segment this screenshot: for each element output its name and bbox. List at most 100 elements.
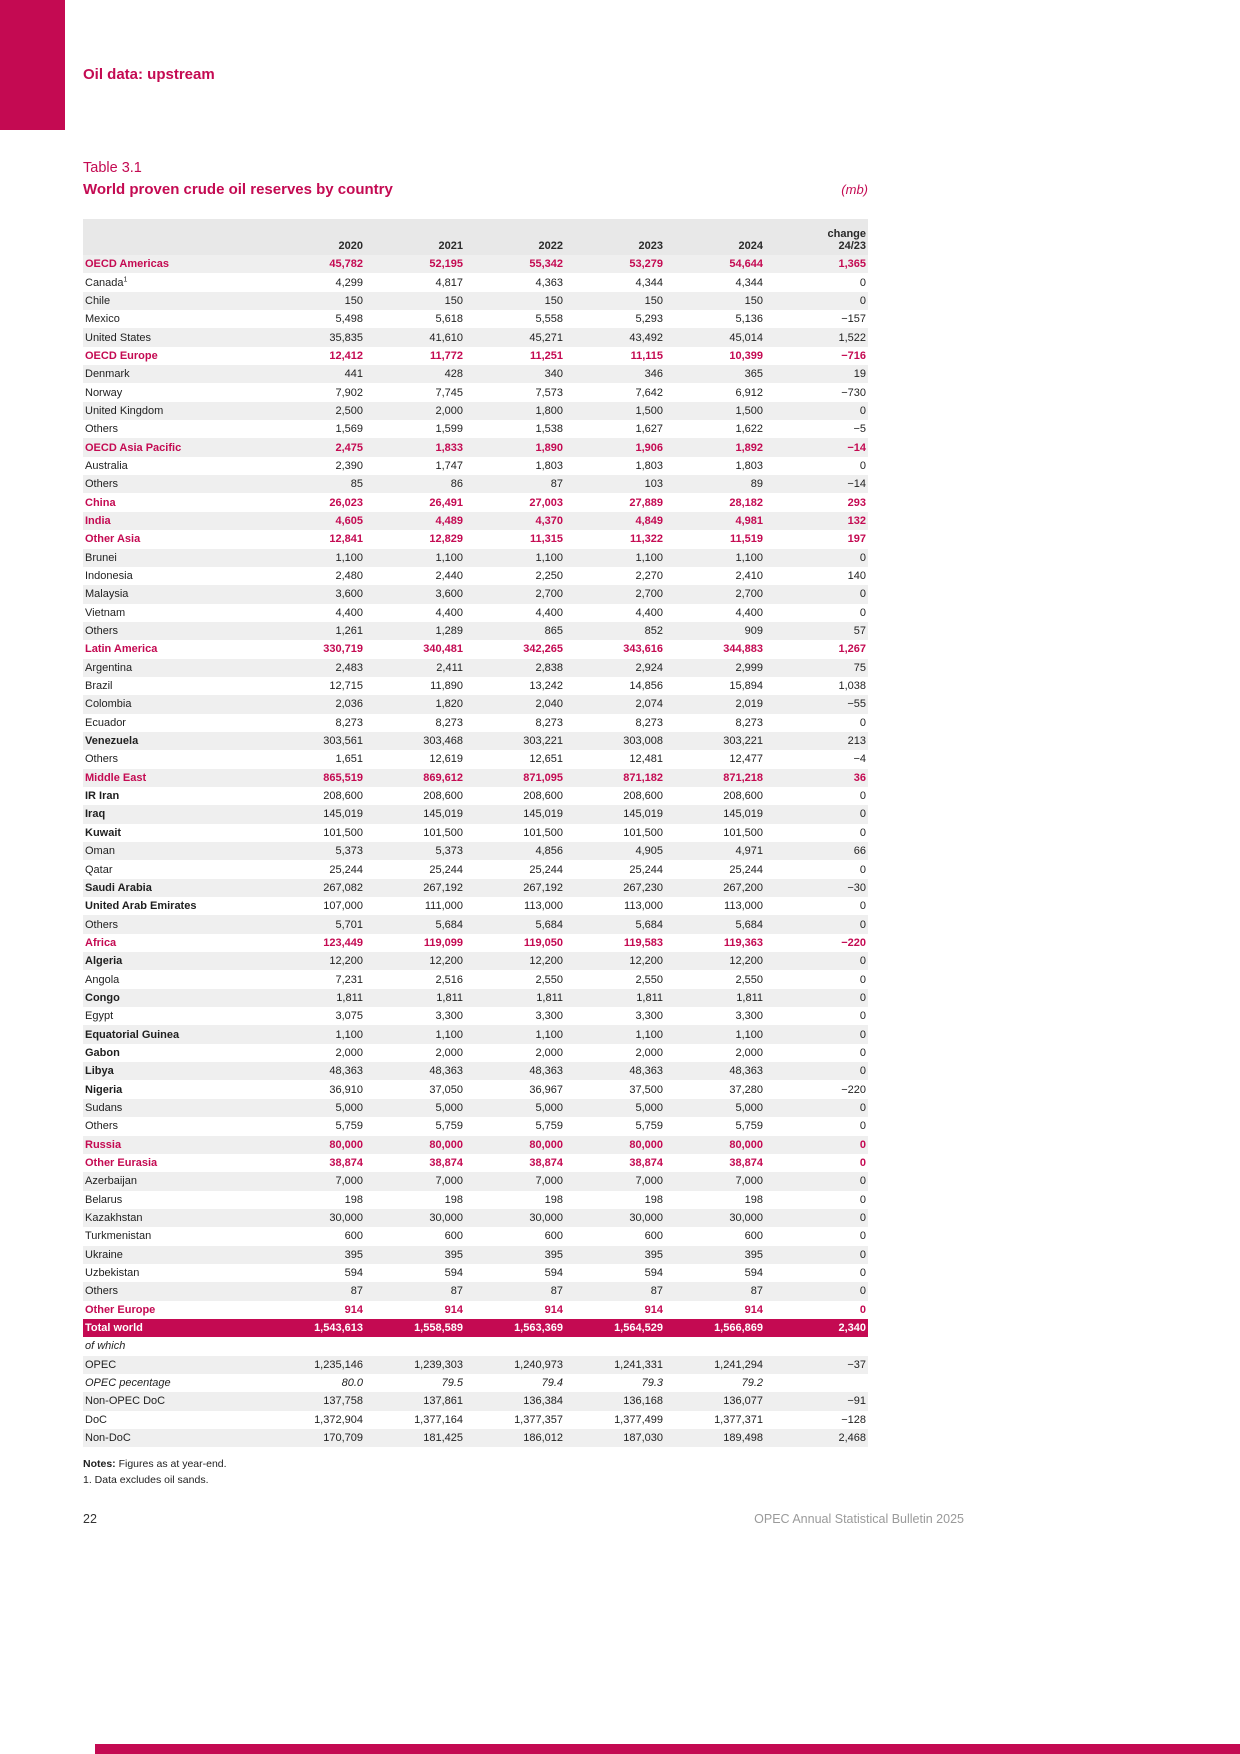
cell xyxy=(565,1337,665,1355)
cell: 1,100 xyxy=(335,551,363,564)
cell: 11,772 xyxy=(429,349,463,362)
cell: 137,861 xyxy=(423,1395,463,1408)
cell: 395 xyxy=(544,1248,563,1261)
cell: 2,924 xyxy=(635,661,663,674)
row-label: Congo xyxy=(85,991,120,1004)
cell: 85 xyxy=(350,478,363,491)
cell: 1,100 xyxy=(635,551,663,564)
cell: 1,622 xyxy=(735,423,763,436)
cell: 54,644 xyxy=(729,258,763,271)
cell: 303,561 xyxy=(323,735,363,748)
row-label: Belarus xyxy=(85,1193,123,1206)
row-label: Middle East xyxy=(85,771,147,784)
cell: 1,569 xyxy=(335,423,363,436)
cell: 80,000 xyxy=(329,1138,363,1151)
row-label: Australia xyxy=(85,459,128,472)
cell: 1,241,331 xyxy=(614,1358,663,1371)
cell: 0 xyxy=(859,1212,866,1225)
cell: 5,000 xyxy=(335,1101,363,1114)
cell: 1,100 xyxy=(635,1028,663,1041)
row-label: Non-DoC xyxy=(85,1432,131,1445)
cell: 1,372,904 xyxy=(314,1413,363,1426)
cell: 25,244 xyxy=(729,863,763,876)
cell: 1,267 xyxy=(838,643,866,656)
cell: 2,468 xyxy=(838,1432,866,1445)
table-row: Mexico 5,498 5,618 5,558 5,293 5,136 −157 xyxy=(83,310,868,328)
row-label: Turkmenistan xyxy=(85,1230,152,1243)
cell: 35,835 xyxy=(329,331,363,344)
cell: 25,244 xyxy=(629,863,663,876)
header-empty-cell xyxy=(83,219,265,255)
row-label: Others xyxy=(85,1120,119,1133)
row-label: Angola xyxy=(85,973,120,986)
cell: 1,377,371 xyxy=(714,1413,763,1426)
cell: 441 xyxy=(344,368,363,381)
notes-block: Notes: Figures as at year-end. 1. Data e… xyxy=(83,1456,227,1488)
cell: 1,811 xyxy=(436,991,463,1004)
table-row: OECD Asia Pacific 2,475 1,833 1,890 1,906 1,8… xyxy=(83,438,868,457)
cell: 303,008 xyxy=(623,735,663,748)
cell: 87 xyxy=(450,1285,463,1298)
header-change-line1: change xyxy=(827,228,866,240)
cell: 852 xyxy=(644,625,663,638)
cell: 395 xyxy=(744,1248,763,1261)
table-row: Latin America 330,719 340,481 342,265 343,61… xyxy=(83,640,868,658)
cell: 0 xyxy=(859,1303,866,1316)
cell: 4,299 xyxy=(335,276,363,289)
row-label: IR Iran xyxy=(85,790,120,803)
row-label: Chile xyxy=(85,294,111,307)
header-year-2021: 2021 xyxy=(438,240,463,252)
notes-text: Figures as at year-end. xyxy=(118,1458,227,1470)
cell: 1,538 xyxy=(535,423,563,436)
cell: 55,342 xyxy=(529,258,563,271)
cell: 13,242 xyxy=(529,680,563,693)
cell: 2,000 xyxy=(735,1046,763,1059)
cell: 8,273 xyxy=(635,716,663,729)
table-row: OPEC pecentage 80.0 79.5 79.4 79.3 79.2 xyxy=(83,1374,868,1392)
cell: 119,099 xyxy=(423,936,463,949)
cell: 38,874 xyxy=(329,1157,363,1170)
cell: 1,890 xyxy=(535,441,563,454)
cell: 7,000 xyxy=(335,1175,363,1188)
cell xyxy=(665,1337,765,1355)
cell: 914 xyxy=(344,1303,363,1316)
cell: 1,566,869 xyxy=(714,1322,763,1335)
cell: 8,273 xyxy=(535,716,563,729)
cell: 48,363 xyxy=(529,1065,563,1078)
cell: 12,412 xyxy=(329,349,363,362)
cell: 136,168 xyxy=(623,1395,663,1408)
cell: 0 xyxy=(859,1230,866,1243)
row-label: OECD Asia Pacific xyxy=(85,441,182,454)
cell: 12,200 xyxy=(529,955,563,968)
cell: 5,618 xyxy=(435,313,463,326)
cell: 87 xyxy=(550,1285,563,1298)
row-label: Sudans xyxy=(85,1101,123,1114)
cell: 343,616 xyxy=(623,643,663,656)
row-label: Others xyxy=(85,753,119,766)
cell: 342,265 xyxy=(523,643,563,656)
cell: 208,600 xyxy=(623,790,663,803)
cell: 48,363 xyxy=(629,1065,663,1078)
table-row: Angola 7,231 2,516 2,550 2,550 2,550 0 xyxy=(83,970,868,988)
row-label: Colombia xyxy=(85,698,132,711)
table-row: Brunei 1,100 1,100 1,100 1,100 1,100 0 xyxy=(83,548,868,567)
cell: 48,363 xyxy=(329,1065,363,1078)
table-row: Australia 2,390 1,747 1,803 1,803 1,803 0 xyxy=(83,457,868,475)
cell: 0 xyxy=(859,551,866,564)
row-label: Uzbekistan xyxy=(85,1267,140,1280)
cell: −157 xyxy=(841,313,866,326)
cell: 5,684 xyxy=(635,918,663,931)
cell: 11,315 xyxy=(529,533,563,546)
cell: 38,874 xyxy=(429,1157,463,1170)
row-label: Brazil xyxy=(85,680,113,693)
footnote-marker: 1 xyxy=(123,275,128,283)
table-row: Others 5,701 5,684 5,684 5,684 5,684 0 xyxy=(83,915,868,934)
cell: 4,363 xyxy=(535,276,563,289)
cell: 2,040 xyxy=(535,698,563,711)
cell: 12,200 xyxy=(329,955,363,968)
cell: 914 xyxy=(744,1303,763,1316)
table-row: OECD Americas 45,782 52,195 55,342 53,279 54,… xyxy=(83,255,868,274)
cell: 36,910 xyxy=(329,1083,363,1096)
cell: 2,700 xyxy=(535,588,563,601)
cell: 38,874 xyxy=(529,1157,563,1170)
